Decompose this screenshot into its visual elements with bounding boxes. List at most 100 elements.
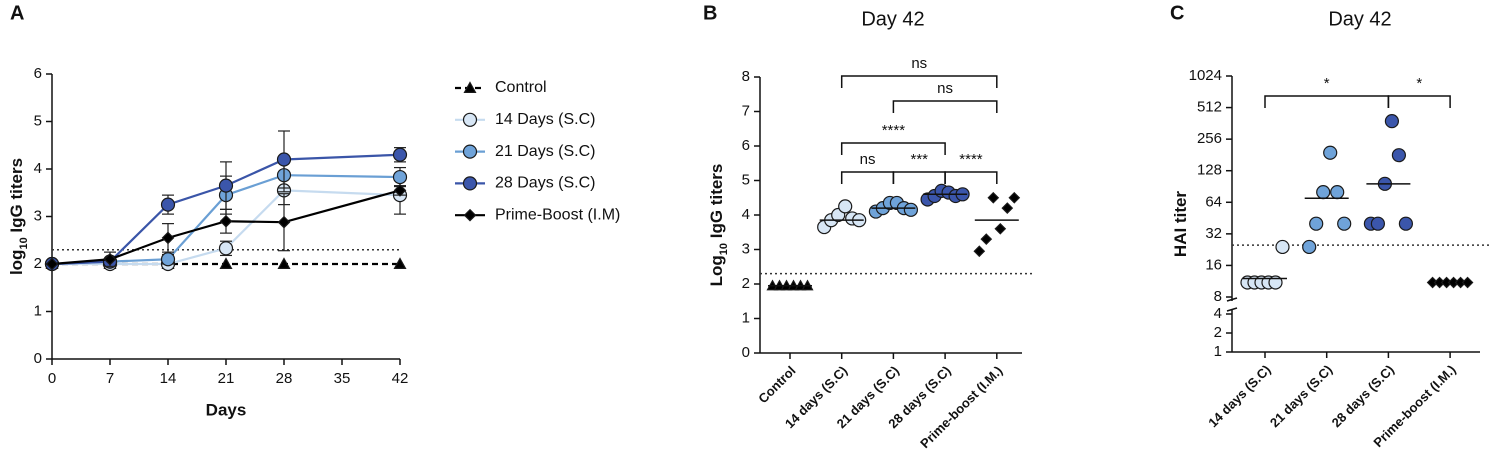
point [838, 199, 853, 214]
significance-label: **** [882, 122, 906, 139]
y-axis-label: log10 IgG titers [7, 158, 29, 275]
significance-label: *** [910, 151, 928, 168]
y-tick-label: 2 [34, 255, 42, 272]
legend-marker [463, 208, 477, 222]
x-tick-label: 21 [218, 370, 235, 387]
legend-marker [462, 144, 478, 159]
x-tick-label: 14 [160, 370, 177, 387]
marker [393, 184, 407, 197]
x-tick-label: Control [755, 363, 798, 406]
y-tick-label: 1024 [1189, 67, 1222, 84]
marker [219, 214, 233, 228]
y-tick-label: 1 [742, 309, 750, 326]
y-tick-label: 4 [742, 206, 750, 223]
legend-label: 21 Days (S.C) [495, 143, 595, 160]
point [987, 191, 1000, 204]
y-tick-label: 32 [1205, 225, 1222, 242]
y-axis-label-part: IgG titers [707, 164, 726, 243]
point [1309, 216, 1324, 231]
legend-label: Prime-Boost (I.M) [495, 206, 620, 223]
y-tick-label: 7 [742, 102, 750, 119]
panel-label: A [10, 2, 24, 24]
y-tick-label: 16 [1205, 256, 1222, 273]
series-line [51, 189, 401, 266]
marker [160, 252, 176, 267]
point [1001, 202, 1014, 214]
x-tick-label: 7 [106, 370, 114, 387]
x-tick-label: 35 [334, 370, 351, 387]
marker [276, 152, 292, 167]
point [1398, 216, 1414, 231]
y-tick-label: 1 [1214, 343, 1222, 360]
y-axis-label-part: 10 [18, 237, 30, 249]
legend-label: Control [495, 79, 547, 96]
y-tick-label: 3 [742, 240, 750, 257]
x-tick-label: 0 [48, 370, 56, 387]
significance-label: * [1416, 75, 1422, 92]
significance-bracket [892, 171, 946, 184]
point [1337, 216, 1352, 231]
significance-label: ns [911, 55, 927, 72]
marker [160, 197, 176, 212]
x-tick-label: 21 days (S.C) [1267, 362, 1335, 430]
significance-bracket [840, 75, 998, 88]
legend-marker [462, 176, 478, 191]
y-tick-label: 512 [1197, 99, 1222, 116]
y-tick-label: 4 [1214, 305, 1222, 322]
y-axis-label-part: Log [707, 255, 726, 286]
point [903, 202, 919, 217]
chart-title: Day 42 [861, 8, 924, 30]
marker [45, 257, 59, 271]
point [1330, 185, 1345, 200]
y-tick-label: 6 [742, 137, 750, 154]
series-line [51, 153, 401, 266]
y-tick-label: 8 [1214, 288, 1222, 305]
significance-bracket [944, 171, 998, 184]
point [1384, 114, 1400, 129]
chart-title: Day 42 [1328, 8, 1391, 30]
y-tick-label: 4 [34, 160, 42, 177]
x-tick-label: 14 days (S.C) [1205, 362, 1273, 430]
y-axis-label: Log10 IgG titers [707, 164, 729, 287]
significance-label: ns [860, 151, 876, 168]
y-tick-label: 0 [742, 344, 750, 361]
legend-marker [462, 112, 478, 127]
significance-label: * [1324, 75, 1330, 92]
point [1370, 216, 1386, 231]
x-tick-label: 42 [392, 370, 409, 387]
y-tick-label: 6 [34, 65, 42, 82]
series-line [52, 189, 401, 266]
panel-label: C [1170, 2, 1184, 24]
point [973, 245, 986, 258]
significance-bracket [1264, 95, 1390, 108]
significance-bracket [892, 100, 998, 113]
legend-label: 14 Days (S.C) [495, 111, 595, 128]
y-axis-label-part: HAI titer [1171, 191, 1190, 258]
point [1008, 191, 1021, 204]
point [1323, 145, 1338, 160]
y-tick-label: 2 [742, 275, 750, 292]
point [994, 222, 1007, 235]
panel-label: B [703, 2, 717, 24]
point [1316, 185, 1331, 200]
marker [103, 252, 117, 266]
marker [218, 241, 234, 256]
y-axis-label-part: 10 [718, 243, 730, 255]
y-tick-label: 256 [1197, 130, 1222, 147]
marker [218, 178, 234, 193]
y-axis-label: HAI titer [1171, 191, 1190, 258]
x-tick-label: 28 days (S.C) [1329, 362, 1397, 430]
y-tick-label: 0 [34, 350, 42, 367]
x-axis-label: Days [206, 400, 247, 419]
significance-label: ns [937, 80, 953, 97]
y-tick-label: 2 [1214, 324, 1222, 341]
legend-marker [463, 81, 477, 94]
point [1391, 148, 1407, 163]
point [1461, 276, 1474, 289]
y-axis-label-part: log [7, 250, 26, 276]
significance-bracket [840, 142, 946, 155]
y-tick-label: 128 [1197, 162, 1222, 179]
significance-label: **** [959, 151, 983, 168]
significance-bracket [1387, 95, 1451, 108]
